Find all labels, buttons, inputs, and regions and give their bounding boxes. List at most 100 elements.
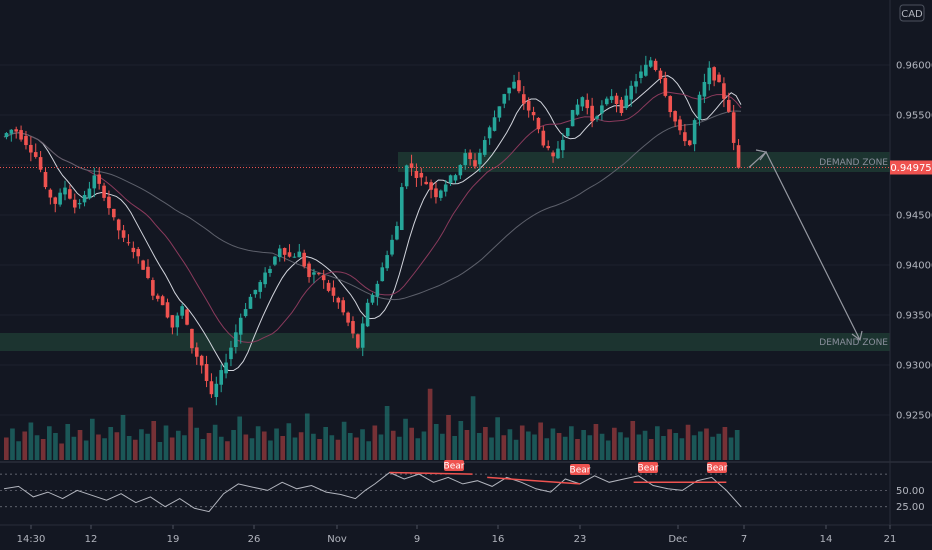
demand-zones: DEMAND ZONE DEMAND ZONE [0,152,890,351]
candle-body [92,175,97,189]
candle-body [24,135,28,146]
volume-bar [452,436,457,460]
time-tick-label: 14 [820,534,833,545]
candle-body [107,196,111,209]
candle-body [360,323,365,348]
candle-body [517,80,521,92]
volume-bar [507,429,513,460]
time-tick-label: Nov [327,534,347,545]
bear-label: Bear [570,466,591,476]
candle-body [82,194,87,203]
volume-bar [648,439,654,460]
volume-bar [710,436,715,460]
candle-body [551,152,555,157]
candle-body [424,181,428,185]
candle-body [512,81,516,89]
candle-body [526,100,531,111]
volume-bar [120,415,126,460]
candle-body [248,296,253,309]
candle-body [253,289,258,295]
currency-label: CAD [901,9,923,20]
volume-bar [169,437,175,460]
volume-bar [636,434,642,460]
volume-bar [360,429,365,460]
candle-body [331,287,336,296]
candle-body [663,77,668,96]
volume-bar [728,437,734,460]
volume-bar [163,425,169,460]
candle-body [736,145,741,168]
volume-bar [10,428,15,460]
candle-body [429,182,433,190]
candle-body [87,188,92,199]
candle-body [458,165,463,176]
volume-bar [556,433,562,460]
candle-body [346,312,350,323]
candle-body [136,249,141,257]
candle-body [170,315,175,328]
candle-body [556,148,560,159]
candle-body [287,252,292,257]
volume-bar [274,428,279,460]
volume-bar [519,425,525,460]
volume-bar [581,430,586,460]
candle-body [683,132,687,142]
volume-bar [575,439,580,460]
oscillator-line [3,471,742,513]
volume-bar [40,439,46,460]
volume-bar [249,438,255,460]
projection-arrow [748,149,863,342]
volume-bar [132,439,138,460]
candle-body [199,355,204,366]
candle-body [141,260,145,270]
candle-body [356,334,360,348]
candle-body [561,139,565,151]
time-tick-label: 26 [248,534,261,545]
volume-bar [532,434,537,460]
current-price-badge [890,160,932,175]
volume-bar [691,435,697,460]
ma-fast-line [3,75,742,371]
volume-bar [661,436,666,460]
candles [4,55,741,406]
candle-body [697,94,702,120]
candle-body [190,328,194,349]
candle-body [292,256,297,258]
volume-bar [716,433,722,460]
bear-label-box [444,460,464,471]
candle-body [522,94,526,104]
candle-body [687,140,692,146]
candle-body [409,163,414,168]
volume-bar [397,436,402,460]
volume-bar [409,427,414,460]
candle-body [624,95,629,109]
volume-bar [280,436,286,460]
candle-body [375,283,380,297]
volume-bar [483,427,488,460]
candle-body [609,96,614,100]
volume-bar [268,440,273,460]
candle-body [536,117,541,130]
volume-bar [96,434,101,460]
volume-bar [734,430,740,460]
candle-body [507,87,511,94]
oscillator-tick-label: 25.00 [896,502,925,513]
volume-bar [108,427,114,460]
volume-bar [630,421,636,460]
candle-body [126,242,131,244]
candle-body [175,315,180,328]
volume-bar [28,422,34,460]
candle-body [146,266,150,279]
candle-body [463,153,468,166]
candle-body [575,104,580,115]
candle-body [585,99,590,109]
candle-body [258,282,263,292]
candle-body [531,111,536,116]
candle-body [116,219,121,231]
candle-body [43,171,48,188]
